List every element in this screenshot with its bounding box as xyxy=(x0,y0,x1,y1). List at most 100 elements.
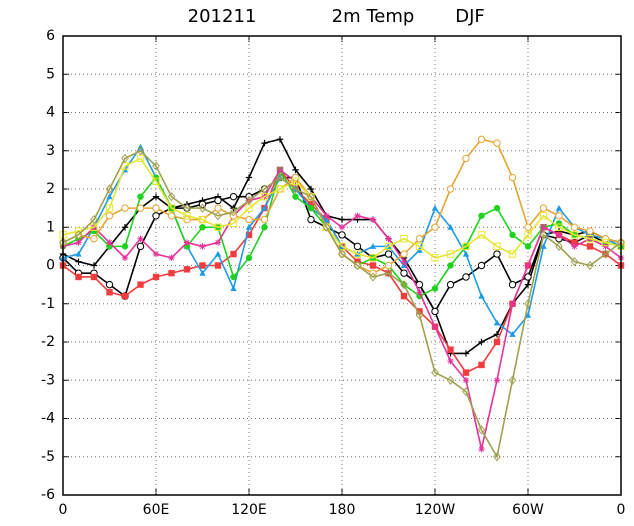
marker xyxy=(307,204,315,212)
marker xyxy=(214,262,222,269)
marker xyxy=(198,215,207,224)
marker xyxy=(260,215,269,224)
marker xyxy=(493,204,501,212)
marker xyxy=(121,153,129,163)
marker xyxy=(199,243,206,250)
marker xyxy=(431,368,439,378)
marker xyxy=(431,285,439,292)
marker xyxy=(540,243,547,249)
marker xyxy=(307,185,315,193)
marker xyxy=(137,281,144,288)
marker xyxy=(121,243,129,250)
marker xyxy=(90,235,98,243)
marker xyxy=(245,195,253,206)
marker xyxy=(462,350,470,357)
x-tick-label: 0 xyxy=(59,502,68,518)
marker xyxy=(477,425,486,435)
marker xyxy=(431,307,439,316)
marker xyxy=(323,216,330,223)
marker xyxy=(586,260,594,271)
marker xyxy=(570,231,579,239)
marker xyxy=(136,146,145,156)
marker xyxy=(183,239,191,246)
marker xyxy=(478,292,485,299)
marker xyxy=(416,289,423,296)
marker xyxy=(152,177,160,186)
marker xyxy=(106,193,113,200)
marker xyxy=(353,250,362,258)
marker xyxy=(586,235,594,243)
plot-frame xyxy=(62,35,622,496)
marker xyxy=(477,261,486,270)
marker xyxy=(105,184,114,194)
marker xyxy=(199,224,206,231)
marker xyxy=(307,201,315,208)
marker xyxy=(462,154,470,163)
marker xyxy=(555,204,563,211)
marker xyxy=(245,174,253,181)
marker xyxy=(477,231,486,239)
marker xyxy=(167,212,176,220)
marker xyxy=(369,254,377,262)
marker xyxy=(400,262,408,269)
y-tick-label: -6 xyxy=(41,487,55,503)
marker xyxy=(508,173,517,182)
marker xyxy=(508,250,517,258)
marker xyxy=(230,285,237,292)
marker xyxy=(90,215,98,225)
marker xyxy=(230,250,237,258)
marker xyxy=(338,216,346,223)
marker xyxy=(136,204,145,212)
marker xyxy=(75,239,82,246)
marker xyxy=(74,230,83,240)
marker xyxy=(183,215,191,224)
marker xyxy=(384,268,393,278)
chart-title: 201211 xyxy=(188,6,257,27)
marker xyxy=(276,172,284,183)
marker xyxy=(245,231,253,239)
x-tick-label: 120E xyxy=(231,502,267,518)
marker xyxy=(415,310,424,320)
marker xyxy=(105,204,114,212)
marker xyxy=(214,250,222,257)
marker xyxy=(462,369,470,376)
marker xyxy=(601,249,610,259)
marker xyxy=(493,331,501,338)
marker xyxy=(446,250,455,258)
marker xyxy=(354,212,361,219)
marker xyxy=(152,161,160,171)
marker xyxy=(369,216,377,223)
marker xyxy=(524,273,532,281)
marker xyxy=(602,243,609,250)
marker xyxy=(493,242,501,251)
x-tick-label: 60E xyxy=(143,502,170,518)
marker xyxy=(493,452,501,462)
marker xyxy=(571,239,578,246)
marker xyxy=(106,289,113,296)
marker xyxy=(245,215,253,224)
y-tick-label: 2 xyxy=(46,181,55,197)
marker xyxy=(447,262,454,269)
marker xyxy=(152,212,160,220)
y-tick-label: -3 xyxy=(41,372,55,388)
marker xyxy=(369,262,377,269)
marker xyxy=(229,207,238,217)
marker xyxy=(276,185,284,193)
marker xyxy=(214,204,222,212)
marker xyxy=(431,323,439,330)
marker xyxy=(586,227,594,235)
marker xyxy=(292,193,299,200)
marker xyxy=(136,242,145,251)
marker xyxy=(478,445,485,453)
marker xyxy=(586,243,594,250)
marker xyxy=(462,242,470,251)
marker xyxy=(90,273,98,281)
marker xyxy=(570,257,579,267)
marker xyxy=(307,215,315,224)
marker xyxy=(168,254,175,262)
marker xyxy=(152,273,160,281)
marker xyxy=(322,222,331,232)
marker xyxy=(384,250,393,258)
marker xyxy=(75,250,82,257)
marker xyxy=(168,269,175,277)
